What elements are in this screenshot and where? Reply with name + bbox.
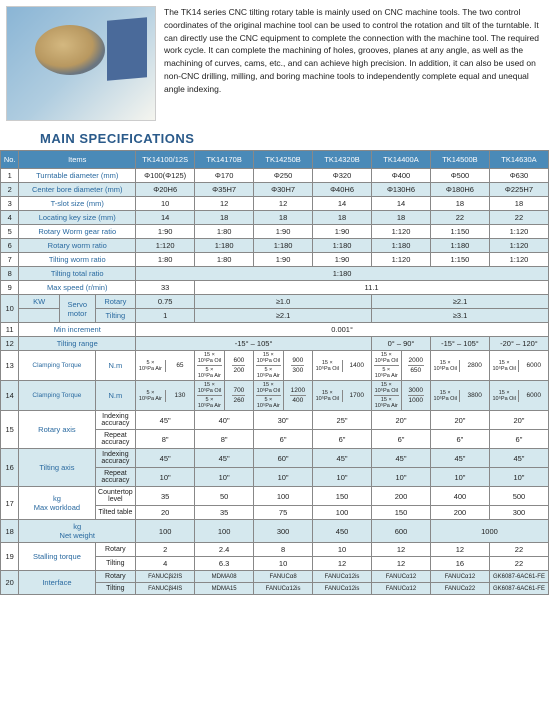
row-label: Center bore diameter (mm) (19, 183, 136, 197)
cell: 1:90 (313, 225, 372, 239)
cell: 1:120 (489, 253, 548, 267)
table-row: 13Clamping TorqueN.m5 ×10⁵Pa Air6515 ×10… (1, 351, 549, 381)
hdr-m5: TK14400A (372, 151, 431, 169)
table-row: 5Rotary Worm gear ratio1:901:801:901:901… (1, 225, 549, 239)
cell: 1:90 (254, 253, 313, 267)
cell: 14 (372, 197, 431, 211)
table-row: 9Max speed (r/min)3311.1 (1, 281, 549, 295)
cell: Φ320 (313, 169, 372, 183)
table-row: 17kg Max workloadCountertop level3550100… (1, 487, 549, 506)
hdr-m7: TK14630A (489, 151, 548, 169)
top-section: The TK14 series CNC tilting rotary table… (0, 0, 549, 127)
hdr-m2: TK14170B (195, 151, 254, 169)
table-row: 11Min increment0.001° (1, 323, 549, 337)
table-row: 16Tilting axisIndexing accuracy45"45"60"… (1, 449, 549, 468)
row-num: 4 (1, 211, 19, 225)
cell: 18 (254, 211, 313, 225)
cell: 1:120 (136, 239, 195, 253)
cell: Φ500 (430, 169, 489, 183)
cell: Φ30H7 (254, 183, 313, 197)
table-row: 19Stalling torqueRotary22.4810121222 (1, 543, 549, 557)
cell: 22 (430, 211, 489, 225)
table-row: 6Rotary worm ratio1:1201:1801:1801:1801:… (1, 239, 549, 253)
row-num: 5 (1, 225, 19, 239)
hdr-m3: TK14250B (254, 151, 313, 169)
table-row: 12Tilting range-15° – 105°0° – 90°-15° –… (1, 337, 549, 351)
cell: 1:120 (372, 253, 431, 267)
main-title: MAIN SPECIFICATIONS (40, 131, 549, 146)
row-num: 2 (1, 183, 19, 197)
row-label: Rotary Worm gear ratio (19, 225, 136, 239)
cell: 10 (136, 197, 195, 211)
cell: Φ225H7 (489, 183, 548, 197)
cell: 1:150 (430, 253, 489, 267)
cell: 1:120 (372, 225, 431, 239)
cell: 1:80 (195, 225, 254, 239)
row-num: 6 (1, 239, 19, 253)
cell: Φ180H6 (430, 183, 489, 197)
cell: Φ40H6 (313, 183, 372, 197)
cell: 18 (489, 197, 548, 211)
spec-table: No. Items TK14100/12S TK14170B TK14250B … (0, 150, 549, 595)
cell: 12 (254, 197, 313, 211)
table-row: 3T-slot size (mm)10121214141818 (1, 197, 549, 211)
cell: 1:90 (136, 225, 195, 239)
cell: 1:150 (430, 225, 489, 239)
hdr-m4: TK14320B (313, 151, 372, 169)
cell: 1:90 (313, 253, 372, 267)
hdr-items: Items (19, 151, 136, 169)
table-row: 10KWServo motorRotary0.75≥1.0≥2.1 (1, 295, 549, 309)
cell: 1:90 (254, 225, 313, 239)
cell: Φ130H6 (372, 183, 431, 197)
cell: 18 (372, 211, 431, 225)
row-label: Rotary worm ratio (19, 239, 136, 253)
table-row: 7Tilting worm ratio1:801:801:901:901:120… (1, 253, 549, 267)
table-row: 2Center bore diameter (mm)Φ20H6Φ35H7Φ30H… (1, 183, 549, 197)
cell: 1:80 (195, 253, 254, 267)
cell: 1:120 (489, 239, 548, 253)
row-num: 7 (1, 253, 19, 267)
cell: 14 (313, 197, 372, 211)
cell: 1:120 (489, 225, 548, 239)
cell: Φ100(Φ125) (136, 169, 195, 183)
cell: Φ400 (372, 169, 431, 183)
table-row: 8Tilting total ratio1:180 (1, 267, 549, 281)
cell: Φ630 (489, 169, 548, 183)
row-num: 1 (1, 169, 19, 183)
cell: 1:180 (313, 239, 372, 253)
header-row: No. Items TK14100/12S TK14170B TK14250B … (1, 151, 549, 169)
product-description: The TK14 series CNC tilting rotary table… (164, 6, 543, 121)
cell: 1:80 (136, 253, 195, 267)
product-image (6, 6, 156, 121)
cell: 18 (195, 211, 254, 225)
cell: 1:180 (195, 239, 254, 253)
hdr-m6: TK14500B (430, 151, 489, 169)
cell: Φ250 (254, 169, 313, 183)
cell: Φ35H7 (195, 183, 254, 197)
cell: 22 (489, 211, 548, 225)
cell: 1:180 (430, 239, 489, 253)
cell: 12 (195, 197, 254, 211)
cell: Φ20H6 (136, 183, 195, 197)
row-label: Turntable diameter (mm) (19, 169, 136, 183)
row-num: 3 (1, 197, 19, 211)
cell: 1:180 (254, 239, 313, 253)
hdr-no: No. (1, 151, 19, 169)
row-label: T-slot size (mm) (19, 197, 136, 211)
row-label: Locating key size (mm) (19, 211, 136, 225)
table-row: 18kg Net weight1001003004506001000 (1, 520, 549, 543)
table-row: 15Rotary axisIndexing accuracy45"40"30"2… (1, 411, 549, 430)
cell: 1:180 (372, 239, 431, 253)
cell: 14 (136, 211, 195, 225)
table-row: 20InterfaceRotaryFANUCβi2ISMDMA08FANUCα8… (1, 571, 549, 583)
table-row: 14Clamping TorqueN.m5 ×10⁵Pa Air13015 ×1… (1, 381, 549, 411)
cell: Φ170 (195, 169, 254, 183)
row-label: Tilting worm ratio (19, 253, 136, 267)
cell: 18 (430, 197, 489, 211)
hdr-m1: TK14100/12S (136, 151, 195, 169)
table-row: 4Locating key size (mm)14181818182222 (1, 211, 549, 225)
cell: 18 (313, 211, 372, 225)
table-row: 1Turntable diameter (mm)Φ100(Φ125)Φ170Φ2… (1, 169, 549, 183)
